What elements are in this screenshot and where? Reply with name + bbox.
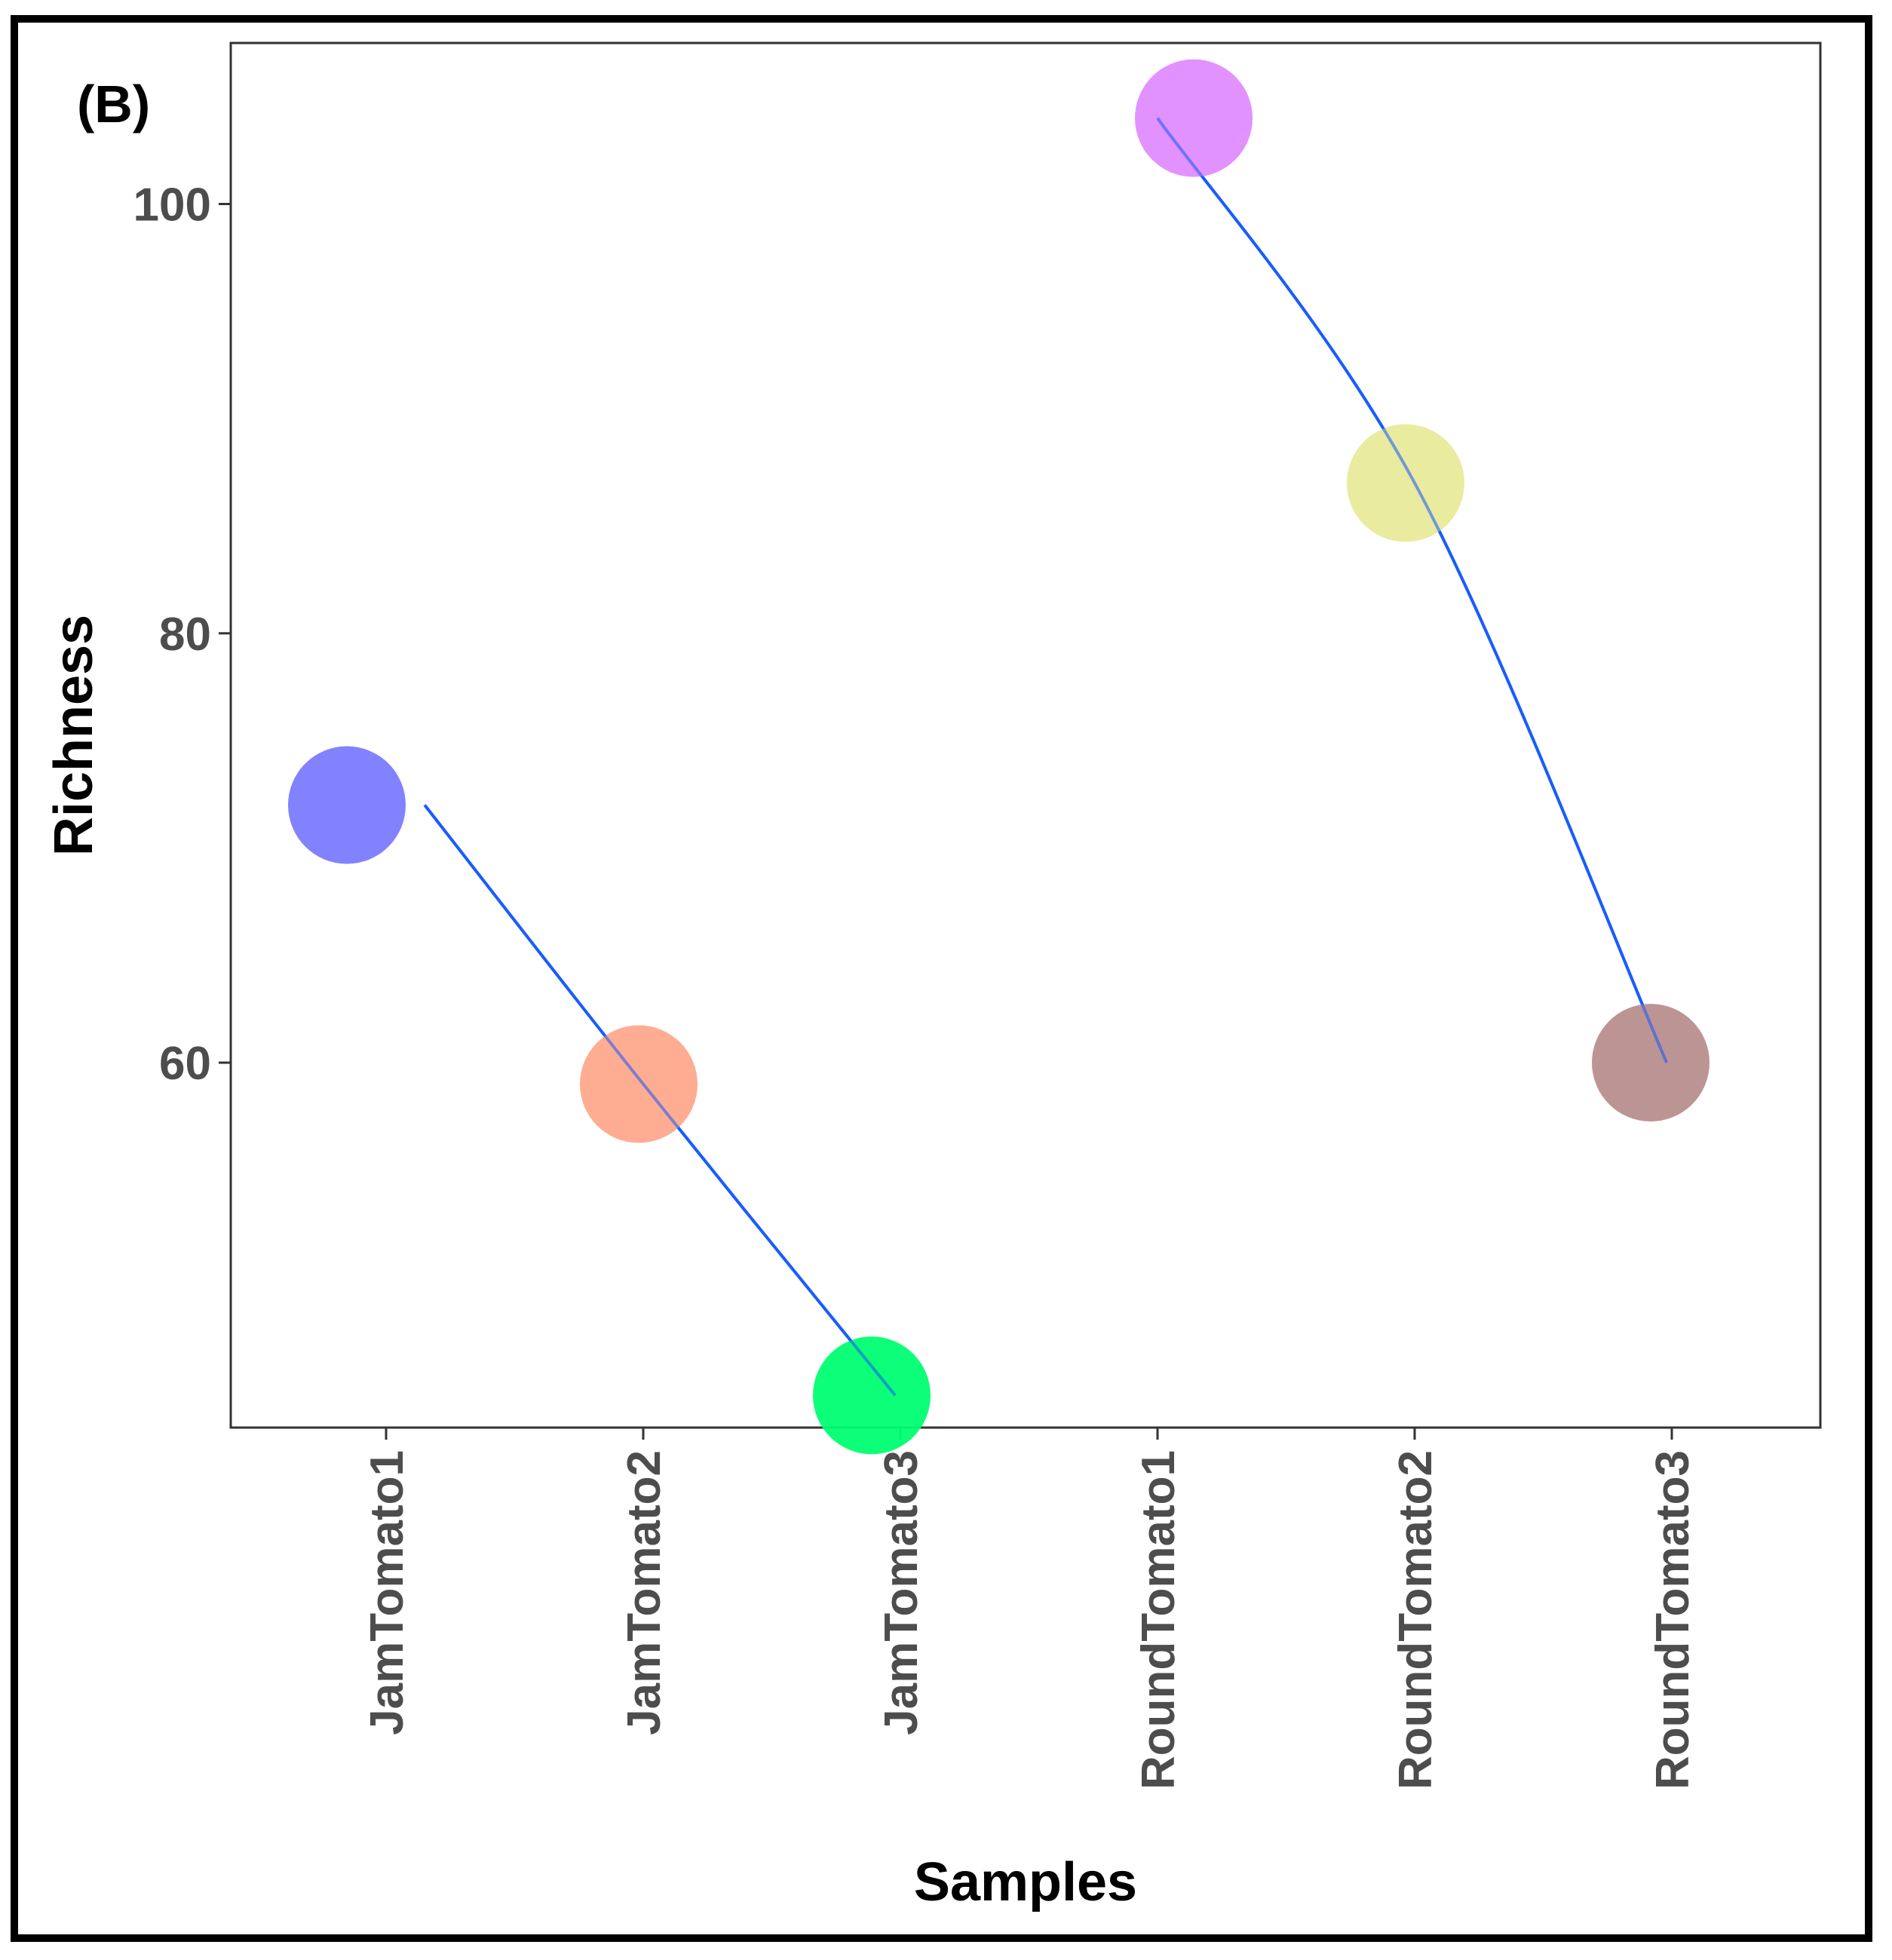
point-roundtomato2 (1347, 424, 1464, 542)
plot-panel (229, 41, 1822, 1429)
y-axis: 60 80 100 (133, 179, 231, 1090)
x-axis: JamTomato1 JamTomato2 JamTomato3 RoundTomat… (361, 1428, 1699, 1790)
x-axis-title: Samples (914, 1852, 1137, 1912)
point-jamtomato1 (288, 746, 406, 864)
point-roundtomato3 (1592, 1004, 1710, 1122)
x-tick-label: RoundTomato1 (1133, 1450, 1185, 1790)
x-tick-label: JamTomato3 (875, 1450, 928, 1735)
x-tick-label: JamTomato1 (361, 1450, 413, 1735)
point-roundtomato1 (1135, 59, 1253, 177)
y-axis-title: Richness (44, 615, 104, 856)
y-tick-label: 60 (159, 1038, 211, 1090)
point-jamtomato3 (813, 1336, 931, 1455)
smooth-line-overlay-roundtomato (1156, 117, 1669, 1063)
figure-frame (11, 15, 1872, 1942)
x-tick-label: RoundTomato2 (1390, 1450, 1442, 1790)
smooth-line-overlay-jamtomato (423, 804, 897, 1397)
point-jamtomato2 (580, 1025, 698, 1143)
y-tick-label: 100 (133, 179, 211, 231)
panel-label: (B) (77, 75, 150, 133)
smooth-lines (423, 117, 1669, 1397)
y-tick-label: 80 (159, 609, 211, 661)
x-tick-label: JamTomato2 (618, 1450, 670, 1735)
smooth-line-roundtomato (1156, 117, 1669, 1063)
data-points (288, 59, 1710, 1455)
x-tick-label: RoundTomato3 (1647, 1450, 1699, 1790)
